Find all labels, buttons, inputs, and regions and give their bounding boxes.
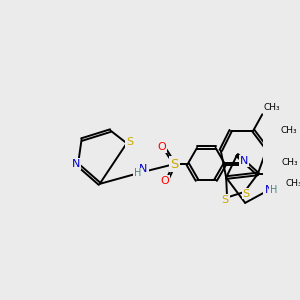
- Text: O: O: [158, 142, 167, 152]
- Text: O: O: [160, 176, 169, 186]
- Text: S: S: [126, 137, 133, 147]
- Text: N: N: [240, 156, 248, 167]
- Text: CH₃: CH₃: [281, 126, 297, 135]
- Text: CH₃: CH₃: [282, 158, 298, 167]
- Text: N: N: [71, 159, 80, 169]
- Text: CH₃: CH₃: [263, 103, 280, 112]
- Text: H: H: [270, 185, 277, 195]
- Text: S: S: [222, 194, 229, 205]
- Text: N: N: [139, 164, 148, 174]
- Text: N: N: [265, 185, 273, 195]
- Text: S: S: [170, 158, 179, 170]
- Text: S: S: [242, 189, 250, 199]
- Text: H: H: [134, 169, 141, 178]
- Text: CH₃: CH₃: [285, 179, 300, 188]
